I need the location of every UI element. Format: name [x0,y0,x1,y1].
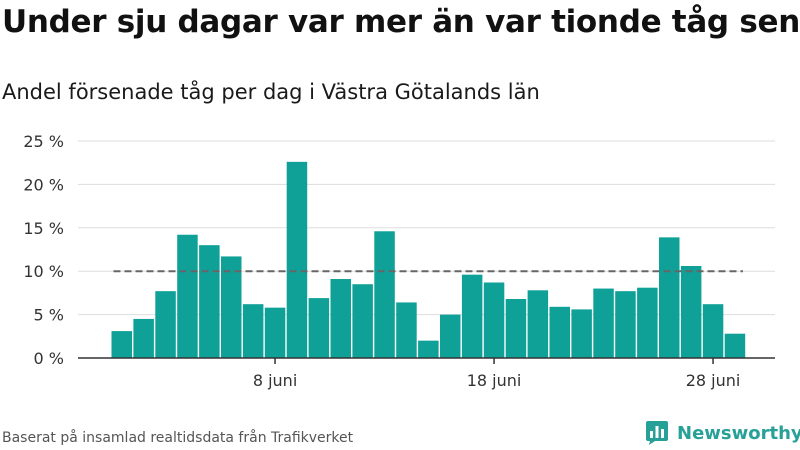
bar[interactable] [680,265,702,358]
bar[interactable] [264,307,286,358]
bar[interactable] [418,340,439,358]
bar[interactable] [396,302,417,358]
brand[interactable]: Newsworthy [645,420,800,446]
bar[interactable] [199,245,220,358]
bar[interactable] [286,161,308,358]
chart-subtitle: Andel försenade tåg per dag i Västra Göt… [2,80,540,104]
y-tick-label: 10 % [23,262,64,281]
bar[interactable] [549,306,571,358]
newsworthy-logo-icon [646,421,668,445]
bar[interactable] [177,234,198,358]
bar[interactable] [155,291,176,358]
bar[interactable] [111,331,133,358]
bar[interactable] [352,284,373,358]
x-tick-label: 8 juni [253,371,297,390]
bar[interactable] [221,256,242,358]
y-axis-ticks: 0 % 5 % 10 % 15 % 20 % 25 % [23,132,64,368]
x-tick-label: 18 juni [467,371,522,390]
bar[interactable] [374,231,395,358]
bars [111,161,746,358]
x-tick-label: 28 juni [686,371,741,390]
y-tick-label: 15 % [23,219,64,238]
bar-chart: 0 % 5 % 10 % 15 % 20 % 25 % 8 juni 18 juni 28 j… [23,132,775,390]
bar[interactable] [308,298,330,358]
bar[interactable] [615,291,636,358]
bar[interactable] [593,288,614,358]
bar[interactable] [330,279,352,358]
bar[interactable] [702,304,724,358]
bar[interactable] [659,237,680,358]
y-tick-label: 5 % [34,306,64,325]
bar[interactable] [505,298,527,358]
bar[interactable] [527,290,549,358]
bar[interactable] [724,333,746,358]
bar[interactable] [483,282,505,358]
source-note: Baserat på insamlad realtidsdata från Tr… [2,430,354,446]
brand-name: Newsworthy [677,422,800,444]
bar[interactable] [242,304,264,358]
bar[interactable] [461,274,483,358]
chart-title: Under sju dagar var mer än var tionde tå… [2,4,800,40]
bar[interactable] [637,287,658,358]
bar[interactable] [571,309,592,358]
y-tick-label: 25 % [23,132,64,151]
y-tick-label: 20 % [23,175,64,194]
y-tick-label: 0 % [34,349,64,368]
x-axis-ticks: 8 juni 18 juni 28 juni [253,358,741,390]
bar[interactable] [133,318,154,358]
bar[interactable] [440,314,461,358]
